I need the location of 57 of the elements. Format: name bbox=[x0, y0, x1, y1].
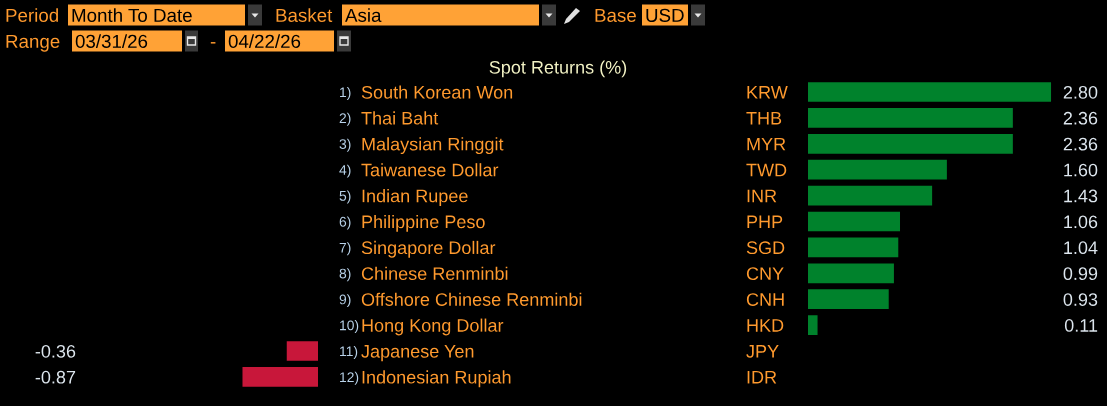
y-tick-label: 11) Japanese Yen bbox=[340, 345, 474, 362]
data-label: -0.36 bbox=[35, 344, 76, 358]
text: Range bbox=[6, 34, 60, 52]
bar bbox=[808, 82, 1052, 102]
data-label: 0.93 bbox=[1063, 293, 1098, 306]
bar bbox=[808, 159, 947, 180]
data-label: 1.60 bbox=[1064, 163, 1098, 177]
y-tick-label: 9) Offshore Chinese Renminbi bbox=[339, 292, 582, 308]
y2-tick-label: KRW bbox=[747, 86, 788, 99]
bar bbox=[808, 289, 889, 310]
text: Basket bbox=[276, 8, 333, 22]
bar bbox=[808, 211, 901, 232]
y2-tick-label: IDR bbox=[747, 371, 777, 384]
data-label: 1.43 bbox=[1064, 189, 1098, 203]
data-label: 2.80 bbox=[1063, 85, 1098, 99]
y2-tick-label: THB bbox=[746, 112, 782, 125]
y-tick-label: 7) Singapore Dollar bbox=[339, 240, 496, 258]
y-tick-label: 4) Taiwanese Dollar bbox=[339, 163, 499, 178]
bar bbox=[808, 133, 1013, 154]
text: - bbox=[210, 42, 216, 44]
y2-tick-label: HKD bbox=[747, 319, 784, 332]
text: 04/22/26 bbox=[228, 34, 301, 48]
y2-tick-label: PHP bbox=[747, 215, 783, 229]
bar bbox=[808, 263, 894, 284]
y2-tick-label: SGD bbox=[746, 241, 785, 255]
bar bbox=[808, 108, 1013, 128]
data-label: 2.36 bbox=[1063, 111, 1098, 125]
text: 03/31/26 bbox=[75, 34, 148, 48]
text: USD bbox=[646, 8, 684, 22]
y-tick-label: 2) Thai Baht bbox=[339, 111, 439, 126]
data-label: 0.99 bbox=[1063, 267, 1098, 281]
y-tick-label: 8) Chinese Renminbi bbox=[339, 266, 508, 282]
data-label: 1.04 bbox=[1064, 241, 1098, 255]
text: Period bbox=[6, 8, 58, 22]
data-label: 2.36 bbox=[1063, 137, 1098, 151]
data-label: -0.87 bbox=[35, 370, 76, 384]
bar bbox=[808, 185, 933, 206]
y2-tick-label: JPY bbox=[746, 345, 779, 358]
y-tick-label: 5) Indian Rupee bbox=[339, 189, 468, 206]
text: Asia bbox=[345, 8, 382, 22]
y-tick-label: 3) Malaysian Ringgit bbox=[339, 137, 504, 155]
y2-tick-label: CNH bbox=[746, 293, 784, 306]
bar bbox=[808, 237, 899, 258]
text: Spot Returns (%) bbox=[489, 60, 627, 78]
y2-tick-label: CNY bbox=[746, 267, 784, 281]
y-tick-label: 10) Hong Kong Dollar bbox=[340, 318, 504, 336]
y2-tick-label: INR bbox=[747, 189, 777, 203]
bar bbox=[808, 315, 818, 335]
text: Month To Date bbox=[72, 8, 192, 22]
y-tick-label: 12) Indonesian Rupiah bbox=[340, 370, 511, 388]
data-label: 1.06 bbox=[1064, 215, 1098, 229]
text: Base bbox=[595, 8, 636, 22]
data-label: 0.11 bbox=[1064, 319, 1098, 332]
y-tick-label: 6) Philippine Peso bbox=[339, 214, 485, 232]
y2-tick-label: TWD bbox=[746, 163, 787, 177]
y-tick-label: 1) South Korean Won bbox=[340, 85, 513, 100]
y2-tick-label: MYR bbox=[747, 137, 786, 151]
